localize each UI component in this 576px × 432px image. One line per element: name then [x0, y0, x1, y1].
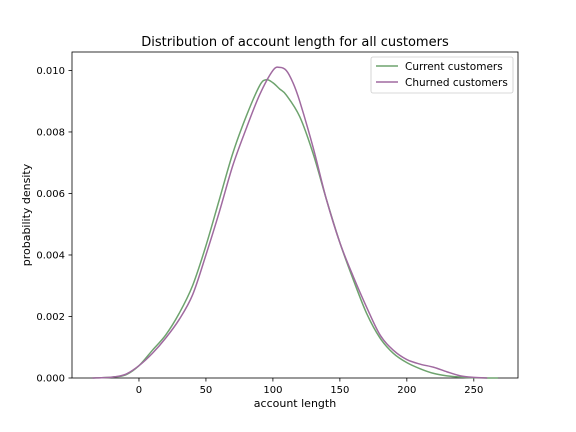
- y-tick-label: 0.004: [36, 250, 65, 261]
- series-line-current: [92, 78, 498, 379]
- y-tick-label: 0.006: [36, 189, 65, 200]
- x-tick-label: 50: [200, 385, 213, 396]
- x-tick-label: 250: [464, 385, 483, 396]
- y-tick-label: 0.010: [36, 66, 65, 77]
- x-axis: 0 50 100 150 200 250: [136, 378, 483, 396]
- y-tick-label: 0.000: [36, 374, 65, 385]
- legend-box: [370, 56, 514, 94]
- legend-label-churned: Churned customers: [405, 77, 508, 89]
- x-axis-label: account length: [254, 397, 336, 410]
- series-line-churned: [92, 66, 488, 379]
- legend: Current customers Churned customers: [370, 56, 514, 94]
- y-tick-label: 0.008: [36, 127, 65, 138]
- x-tick-label: 150: [330, 385, 349, 396]
- y-axis-label: probability density: [20, 163, 33, 266]
- x-tick-label: 0: [136, 385, 142, 396]
- x-tick-label: 200: [397, 385, 416, 396]
- y-axis: 0.000 0.002 0.004 0.006 0.008 0.010: [36, 66, 72, 385]
- plot-area: [71, 51, 519, 379]
- x-tick-label: 100: [263, 385, 282, 396]
- series-layer: [92, 66, 498, 379]
- chart-title: Distribution of account length for all c…: [141, 35, 449, 50]
- y-tick-label: 0.002: [36, 312, 65, 323]
- legend-label-current: Current customers: [405, 61, 503, 73]
